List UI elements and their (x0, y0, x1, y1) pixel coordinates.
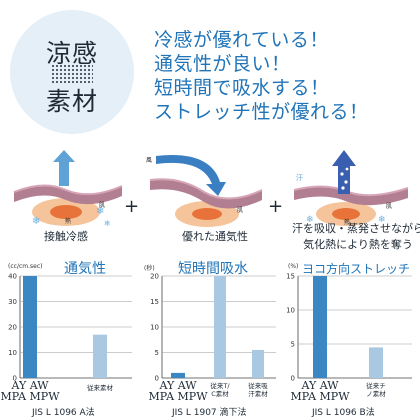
y-tick-label: 15 (286, 273, 295, 281)
plus-sign-1: + (124, 196, 140, 217)
claim-breathable: 通気性が良い！ (154, 53, 291, 75)
caption-line-2: 気化熱により熱を奪う (303, 238, 413, 251)
caption-breathability: 優れた通気性 (182, 230, 248, 243)
chart-2-unit: (秒) (144, 265, 155, 272)
x-label-main-line1: AY AW (158, 379, 197, 392)
svg-text:汗: 汗 (296, 174, 303, 182)
claim-cool: 冷感が優れている！ (154, 29, 329, 51)
svg-text:❄: ❄ (378, 215, 386, 225)
svg-text:肌: 肌 (99, 202, 105, 209)
y-tick-label: 10 (8, 349, 17, 357)
svg-text:風: 風 (146, 157, 152, 164)
x-label-compare-line2: 汗素材 (248, 389, 268, 398)
y-tick-label: 10 (150, 324, 159, 332)
bar-2 (93, 334, 107, 378)
svg-text:❄: ❄ (32, 216, 40, 227)
breathability-illustration: 風 肌 (146, 155, 263, 227)
bar-2 (369, 347, 383, 378)
y-tick-label: 40 (8, 273, 17, 281)
x-label-main-line1: AY AW (10, 379, 49, 392)
cool-material-badge: 涼感 素材 (10, 10, 134, 134)
y-tick-label: 30 (8, 298, 17, 306)
x-label-compare-line1: 従来吸 (248, 381, 268, 390)
caption-sweat-absorption: 汗を吸収・蒸発させながら 気化熱により熱を奪う (292, 220, 420, 252)
feature-claims: 冷感が優れている！ 通気性が良い！ 短時間で吸水する！ ストレッチ性が優れる！ (154, 28, 369, 124)
dot-pattern-icon (51, 64, 93, 83)
x-label-compare-line1: 従来チ (366, 381, 386, 390)
x-label-compare-line2: C素材 (211, 389, 229, 398)
badge-top-text: 涼感 (45, 39, 98, 68)
x-label-compare: 従来素材 (87, 383, 114, 392)
svg-text:❄: ❄ (306, 215, 314, 225)
y-tick-label: 20 (8, 324, 17, 332)
badge-bottom-text: 素材 (45, 87, 98, 116)
caption-line-1: 汗を吸収・蒸発させながら (292, 222, 420, 235)
chart-3-title: ヨコ方向ストレッチ (302, 262, 411, 276)
plus-sign-2: + (268, 196, 284, 217)
x-label-compare-line1: 従来T/ (210, 381, 230, 390)
chart-3-standard: JIS L 1096 B法 (312, 408, 375, 418)
svg-text:熱: 熱 (344, 218, 350, 226)
y-tick-label: 5 (291, 341, 295, 349)
x-label-main-line2: MPA MPW (290, 390, 350, 400)
x-label-main-line2: MPA MPW (0, 390, 60, 400)
caption-contact-cooling: 接触冷感 (44, 230, 88, 243)
bar-1 (23, 276, 37, 378)
svg-text:❄: ❄ (96, 206, 104, 217)
contact-cooling-illustration: ❄ ❄ ❄ 熱 肌 (13, 150, 123, 228)
svg-text:肌: 肌 (237, 207, 243, 214)
chart-2-standard: JIS L 1907 滴下法 (172, 408, 247, 418)
svg-text:肌: 肌 (386, 203, 392, 210)
y-tick-label: 10 (286, 307, 295, 315)
y-tick-label: 15 (150, 298, 159, 306)
bar-2 (214, 276, 226, 378)
claim-quick-absorb: 短時間で吸水する！ (154, 77, 330, 99)
chart-3-unit: (%) (288, 263, 299, 270)
y-tick-label: 0 (155, 375, 159, 383)
chart-1-unit: (cc/cm.sec) (8, 263, 43, 270)
chart-1-title: 通気性 (64, 261, 106, 277)
y-tick-label: 20 (150, 273, 159, 281)
bar-3 (252, 349, 264, 378)
svg-text:❄: ❄ (104, 219, 111, 228)
x-label-main-line1: AY AW (300, 379, 339, 392)
y-tick-label: 0 (291, 375, 295, 383)
chart-1-standard: JIS L 1096 A法 (32, 408, 95, 418)
svg-text:熱: 熱 (65, 217, 71, 225)
chart-2-title: 短時間吸水 (178, 261, 248, 277)
x-label-compare-line2: ノ素材 (366, 389, 386, 398)
sweat-absorption-illustration: ❄ ❄ 熱 肌 汗 (293, 150, 409, 226)
bar-1 (171, 372, 185, 378)
x-label-main-line2: MPA MPW (148, 390, 208, 400)
y-tick-label: 5 (155, 349, 159, 357)
claim-stretch: ストレッチ性が優れる！ (154, 101, 369, 123)
y-tick-label: 0 (13, 375, 17, 383)
bar-1 (313, 276, 327, 378)
